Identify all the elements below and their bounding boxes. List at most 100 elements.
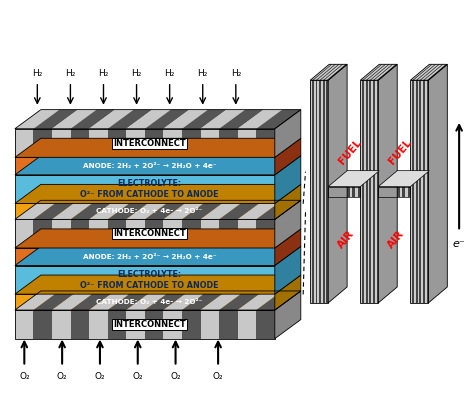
Bar bbox=[15, 129, 275, 157]
Text: ELECTROLYTE:
O²⁻ FROM CATHODE TO ANODE: ELECTROLYTE: O²⁻ FROM CATHODE TO ANODE bbox=[80, 180, 219, 199]
Text: CATHODE: O₂ + 4e- → 2O²⁻: CATHODE: O₂ + 4e- → 2O²⁻ bbox=[96, 208, 203, 214]
Polygon shape bbox=[164, 200, 208, 219]
Bar bbox=[425, 80, 427, 303]
Bar bbox=[89, 219, 108, 248]
Polygon shape bbox=[89, 200, 134, 219]
Polygon shape bbox=[369, 64, 390, 80]
Text: AIR: AIR bbox=[336, 229, 356, 250]
Polygon shape bbox=[414, 64, 435, 80]
Polygon shape bbox=[328, 171, 379, 187]
Bar bbox=[310, 80, 312, 303]
Polygon shape bbox=[325, 64, 346, 80]
Polygon shape bbox=[89, 110, 134, 129]
Polygon shape bbox=[219, 200, 264, 219]
Polygon shape bbox=[360, 64, 381, 80]
Polygon shape bbox=[412, 64, 433, 80]
Polygon shape bbox=[15, 184, 301, 203]
Bar bbox=[325, 80, 327, 303]
Polygon shape bbox=[52, 110, 97, 129]
Polygon shape bbox=[71, 200, 115, 219]
Polygon shape bbox=[275, 291, 301, 339]
Polygon shape bbox=[52, 291, 97, 310]
Polygon shape bbox=[71, 291, 115, 310]
Polygon shape bbox=[108, 291, 152, 310]
Polygon shape bbox=[15, 247, 301, 265]
Bar bbox=[34, 310, 52, 339]
Polygon shape bbox=[367, 64, 388, 80]
Polygon shape bbox=[89, 291, 134, 310]
Polygon shape bbox=[164, 110, 208, 129]
Bar bbox=[360, 80, 378, 303]
Polygon shape bbox=[378, 64, 397, 303]
Bar bbox=[108, 310, 126, 339]
Bar bbox=[201, 219, 219, 248]
Polygon shape bbox=[256, 200, 301, 219]
Bar bbox=[394, 187, 397, 197]
Text: ELECTROLYTE:
O²⁻ FROM CATHODE TO ANODE: ELECTROLYTE: O²⁻ FROM CATHODE TO ANODE bbox=[80, 270, 219, 290]
Bar bbox=[327, 80, 328, 303]
Bar bbox=[342, 187, 344, 197]
Bar bbox=[15, 310, 275, 339]
Text: AIR: AIR bbox=[386, 229, 407, 250]
Bar bbox=[336, 187, 339, 197]
Bar bbox=[344, 187, 347, 197]
Polygon shape bbox=[15, 200, 59, 219]
Polygon shape bbox=[237, 200, 282, 219]
Bar bbox=[405, 187, 408, 197]
Bar bbox=[15, 203, 275, 219]
Text: H₂: H₂ bbox=[32, 69, 43, 78]
Bar bbox=[145, 219, 164, 248]
Text: O₂: O₂ bbox=[19, 372, 30, 381]
Polygon shape bbox=[219, 110, 264, 129]
Text: O₂: O₂ bbox=[95, 372, 105, 381]
Polygon shape bbox=[15, 156, 301, 175]
Bar bbox=[427, 80, 428, 303]
Bar bbox=[360, 80, 362, 303]
Text: ANODE: 2H₂ + 2O²⁻ → 2H₂O + 4e⁻: ANODE: 2H₂ + 2O²⁻ → 2H₂O + 4e⁻ bbox=[83, 163, 216, 169]
Text: ANODE: 2H₂ + 2O²⁻ → 2H₂O + 4e⁻: ANODE: 2H₂ + 2O²⁻ → 2H₂O + 4e⁻ bbox=[83, 254, 216, 260]
Text: H₂: H₂ bbox=[198, 69, 208, 78]
Polygon shape bbox=[182, 200, 227, 219]
Text: FUEL: FUEL bbox=[337, 137, 363, 166]
Text: H₂: H₂ bbox=[65, 69, 75, 78]
Bar bbox=[182, 219, 201, 248]
Polygon shape bbox=[275, 247, 301, 294]
Bar bbox=[256, 219, 275, 248]
Polygon shape bbox=[321, 64, 342, 80]
Bar bbox=[15, 129, 34, 157]
Bar bbox=[389, 187, 392, 197]
Polygon shape bbox=[126, 110, 171, 129]
Bar bbox=[15, 219, 275, 248]
Bar bbox=[355, 187, 358, 197]
Polygon shape bbox=[126, 291, 171, 310]
Bar bbox=[366, 80, 367, 303]
Polygon shape bbox=[366, 64, 386, 80]
Polygon shape bbox=[416, 64, 437, 80]
Polygon shape bbox=[15, 138, 301, 157]
Text: O₂: O₂ bbox=[57, 372, 67, 381]
Bar bbox=[410, 80, 412, 303]
Bar bbox=[182, 129, 201, 157]
Polygon shape bbox=[364, 64, 384, 80]
Polygon shape bbox=[373, 64, 393, 80]
Bar bbox=[371, 80, 373, 303]
Polygon shape bbox=[15, 110, 59, 129]
Polygon shape bbox=[182, 291, 227, 310]
Polygon shape bbox=[275, 184, 301, 219]
Polygon shape bbox=[275, 229, 301, 265]
Bar bbox=[421, 80, 423, 303]
Polygon shape bbox=[314, 64, 335, 80]
Polygon shape bbox=[371, 64, 392, 80]
Bar bbox=[256, 310, 275, 339]
Bar bbox=[334, 187, 336, 197]
Bar bbox=[219, 310, 237, 339]
Bar bbox=[126, 219, 145, 248]
Bar bbox=[89, 310, 108, 339]
Text: H₂: H₂ bbox=[164, 69, 175, 78]
Bar bbox=[397, 187, 400, 197]
Bar bbox=[164, 129, 182, 157]
Bar bbox=[375, 80, 376, 303]
Bar bbox=[15, 310, 34, 339]
Bar bbox=[164, 310, 182, 339]
Bar bbox=[71, 310, 89, 339]
